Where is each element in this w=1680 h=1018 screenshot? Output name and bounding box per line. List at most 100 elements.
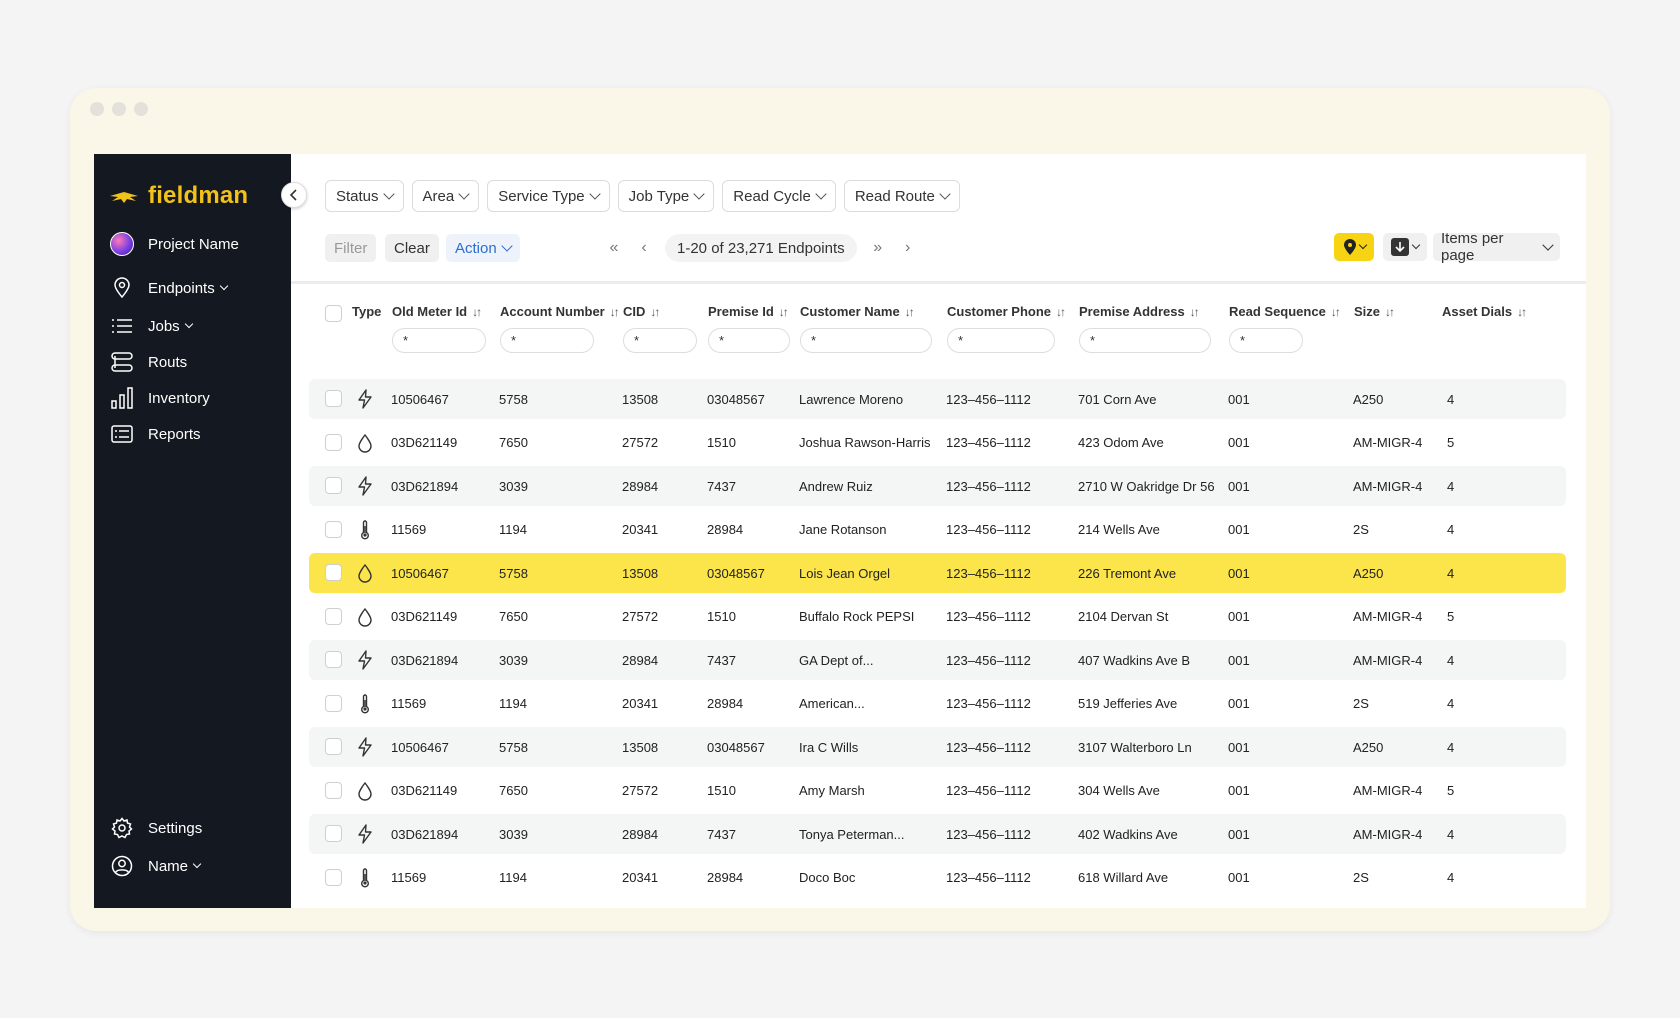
filter-button[interactable]: Filter (325, 234, 377, 262)
sort-icon[interactable]: ↓↑ (1517, 304, 1527, 319)
toolbar-divider (291, 281, 1586, 284)
row-checkbox[interactable] (325, 868, 342, 886)
read-cycle-filter[interactable]: Read Cycle (722, 180, 836, 212)
filter-label: Area (422, 187, 455, 205)
sidebar-item-reports[interactable]: Reports (110, 422, 201, 446)
sort-icon[interactable]: ↓↑ (1385, 304, 1395, 319)
table-row[interactable]: 03D621894 3039 28984 7437 Tonya Peterman... 1… (309, 814, 1566, 854)
sidebar-item-inventory[interactable]: Inventory (110, 386, 210, 410)
table-row[interactable]: 10506467 5758 13508 03048567 Lois Jean Orgel… (309, 553, 1566, 593)
window-dot[interactable] (134, 102, 148, 116)
service-type-filter[interactable]: Service Type (487, 180, 610, 212)
row-checkbox[interactable] (325, 607, 342, 625)
read-route-filter[interactable]: Read Route (843, 180, 960, 212)
sort-icon[interactable]: ↓↑ (904, 304, 915, 319)
asset-dials-cell: 4 (1447, 870, 1455, 885)
column-header-old-meter-id[interactable]: Old Meter Id ↓↑ (392, 304, 482, 319)
table-row[interactable]: 03D621894 3039 28984 7437 GA Dept of... 123–4… (309, 640, 1566, 680)
table-row[interactable]: 03D621149 7650 27572 1510 Buffalo Rock PEPSI… (309, 597, 1566, 637)
premise-id-cell: 1510 (707, 609, 736, 624)
read-sequence-cell: 001 (1228, 565, 1250, 581)
next-page-icon[interactable]: › (904, 239, 911, 256)
column-header-asset-dials[interactable]: Asset Dials ↓↑ (1442, 304, 1527, 319)
premise-id-filter-input[interactable]: * (708, 328, 790, 353)
logo[interactable]: fieldman (108, 182, 248, 210)
area-filter[interactable]: Area (411, 180, 480, 212)
sort-icon[interactable]: ↓↑ (472, 304, 482, 319)
clear-button[interactable]: Clear (385, 234, 439, 262)
row-checkbox[interactable] (325, 825, 342, 842)
table-row[interactable]: 03D621149 7650 27572 1510 Amy Marsh 123–456–1… (309, 771, 1566, 811)
last-page-icon[interactable]: » (873, 239, 883, 256)
first-page-icon[interactable]: « (609, 239, 619, 256)
row-checkbox[interactable] (325, 520, 342, 538)
table-row[interactable]: 11569 1194 20341 28984 American... 123–456–11… (309, 684, 1566, 724)
sidebar-item-jobs[interactable]: Jobs (110, 314, 193, 338)
cid-filter-input[interactable]: * (623, 328, 697, 353)
settings-label: Settings (148, 819, 203, 837)
map-view-button[interactable] (1334, 233, 1374, 261)
sort-icon[interactable]: ↓↑ (1330, 304, 1341, 319)
premise-id-cell: 28984 (707, 522, 744, 537)
row-checkbox[interactable] (325, 477, 342, 494)
premise-address-cell: 423 Odom Ave (1078, 435, 1164, 450)
old-meter-id-cell: 03D621894 (391, 652, 459, 668)
table-row[interactable]: 10506467 5758 13508 03048567 Ira C Wills 123–… (309, 727, 1566, 767)
customer-phone-filter-input[interactable]: * (947, 328, 1055, 353)
asset-dials-cell: 5 (1447, 609, 1455, 624)
collapse-sidebar-button[interactable] (281, 182, 307, 208)
sort-icon[interactable]: ↓↑ (1189, 304, 1200, 319)
select-all-checkbox[interactable] (325, 305, 342, 322)
table-row[interactable]: 03D621894 3039 28984 7437 Andrew Ruiz 123–456… (309, 466, 1566, 506)
row-checkbox[interactable] (325, 390, 342, 407)
items-per-page-dropdown[interactable]: Items per page (1433, 230, 1560, 264)
read-sequence-filter-input[interactable]: * (1229, 328, 1303, 353)
sort-icon[interactable]: ↓↑ (778, 304, 789, 319)
sort-icon[interactable]: ↓↑ (650, 304, 660, 319)
user-menu[interactable]: Name (110, 854, 202, 878)
window-frame: fieldman Project Name Endpoints Jobs (70, 88, 1610, 931)
sort-icon[interactable]: ↓↑ (609, 304, 620, 319)
prev-page-icon[interactable]: ‹ (641, 239, 647, 256)
column-header-customer-phone[interactable]: Customer Phone ↓↑ (947, 304, 1066, 319)
job-type-filter[interactable]: Job Type (617, 180, 715, 212)
account-number-filter-input[interactable]: * (500, 328, 594, 353)
account-number-cell: 5758 (499, 391, 528, 407)
column-header-premise-id[interactable]: Premise Id ↓↑ (708, 304, 789, 319)
filter-label: Read Route (854, 187, 935, 205)
action-dropdown[interactable]: Action (446, 234, 520, 262)
cid-cell: 27572 (622, 783, 659, 798)
sidebar-item-routs[interactable]: Routs (110, 350, 187, 374)
row-checkbox[interactable] (325, 738, 342, 755)
window-dot[interactable] (112, 102, 126, 116)
sidebar-item-settings[interactable]: Settings (110, 816, 202, 840)
row-checkbox[interactable] (325, 651, 342, 668)
chevron-down-icon (1411, 240, 1421, 250)
row-checkbox[interactable] (325, 433, 342, 451)
sort-icon[interactable]: ↓↑ (1056, 304, 1066, 319)
row-checkbox[interactable] (325, 781, 342, 799)
asset-dials-cell: 5 (1447, 435, 1455, 450)
window-dot[interactable] (90, 102, 104, 116)
column-header-premise-address[interactable]: Premise Address ↓↑ (1079, 304, 1200, 319)
sidebar-item-endpoints[interactable]: Endpoints (110, 276, 228, 300)
status-filter[interactable]: Status (325, 180, 404, 212)
row-checkbox[interactable] (325, 694, 342, 712)
premise-address-filter-input[interactable]: * (1079, 328, 1211, 353)
table-row[interactable]: 11569 1194 20341 28984 Doco Boc 123–456–1112 6… (309, 858, 1566, 898)
column-header-customer-name[interactable]: Customer Name ↓↑ (800, 304, 915, 319)
account-number-cell: 1194 (499, 870, 527, 885)
column-header-cid[interactable]: CID ↓↑ (623, 304, 660, 319)
table-row[interactable]: 10506467 5758 13508 03048567 Lawrence Moreno… (309, 379, 1566, 419)
column-header-account-number[interactable]: Account Number ↓↑ (500, 304, 620, 319)
customer-name-filter-input[interactable]: * (800, 328, 932, 353)
old-meter-id-filter-input[interactable]: * (392, 328, 486, 353)
sidebar-item-project[interactable]: Project Name (110, 232, 239, 256)
row-checkbox[interactable] (325, 564, 342, 581)
column-header-read-sequence[interactable]: Read Sequence ↓↑ (1229, 304, 1341, 319)
table-row[interactable]: 03D621149 7650 27572 1510 Joshua Rawson-Harr… (309, 423, 1566, 463)
download-button[interactable] (1383, 233, 1427, 261)
table-row[interactable]: 11569 1194 20341 28984 Jane Rotanson 123–456–… (309, 510, 1566, 550)
action-label: Action (455, 239, 497, 257)
column-header-size[interactable]: Size ↓↑ (1354, 304, 1395, 319)
